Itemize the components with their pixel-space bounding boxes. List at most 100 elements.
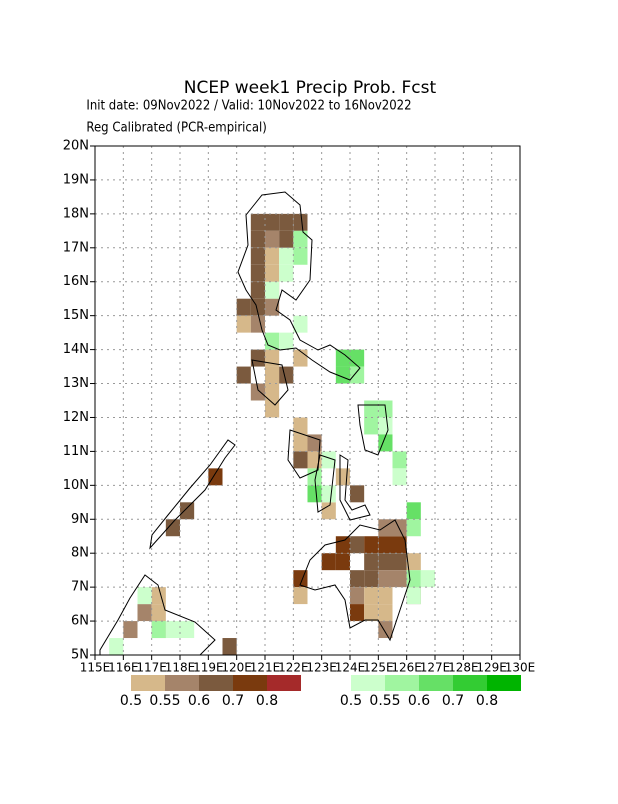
prob-cell [364,553,379,571]
prob-cell [293,247,308,265]
prob-cell [293,587,308,605]
coast-panay [287,429,321,479]
colorbar-swatch [385,675,419,691]
x-tick-label: 128E [448,661,479,675]
x-tick-label: 123E [306,661,337,675]
prob-cell [378,434,393,452]
prob-cell [180,502,195,520]
colorbar-swatch [267,675,301,691]
prob-cell [350,485,365,503]
colorbar-swatch [131,675,165,691]
prob-cell [279,332,294,350]
y-tick-label: 5N [71,648,89,663]
prob-cell [392,468,407,486]
prob-cell [350,536,365,554]
prob-cell [364,604,379,622]
prob-cell [293,213,308,231]
x-tick-label: 121E [250,661,281,675]
colorbar-swatch [351,675,385,691]
prob-cell [364,536,379,554]
prob-cell [123,621,138,639]
colorbar-swatch [453,675,487,691]
prob-cell [250,349,265,367]
y-tick-label: 17N [63,240,89,255]
prob-cell [265,247,280,265]
colorbar-label: 0.8 [256,693,278,709]
prob-cell [335,468,350,486]
colorbar-swatch [199,675,233,691]
prob-cell [250,383,265,401]
y-tick-label: 11N [63,444,89,459]
prob-cell [137,587,152,605]
coast-luzon [237,191,361,381]
grid-layer [94,145,521,656]
prob-cell [265,264,280,282]
coast-cebu-bohol [339,454,371,521]
x-tick-label: 118E [165,661,196,675]
prob-cell [350,349,365,367]
colorbar: 0.5 0.55 0.6 0.7 0.8 0.5 0.55 0.6 0.7 0.8 [120,675,521,709]
colorbar-swatch [233,675,267,691]
x-tick-label: 122E [278,661,309,675]
coast-palawan [149,439,236,550]
prob-cell [378,553,393,571]
x-tick-label: 119E [193,661,224,675]
prob-cell [378,536,393,554]
x-tick-label: 116E [108,661,139,675]
x-tick-label: 126E [391,661,422,675]
x-tick-label: 129E [476,661,507,675]
colorbar-label: 0.8 [476,693,498,709]
prob-cell [335,366,350,384]
prob-cell [350,604,365,622]
prob-cell [265,281,280,299]
prob-cell [109,638,124,655]
axes: 115E116E117E118E119E120E121E122E123E124E… [63,139,536,675]
prob-cell [265,298,280,316]
y-tick-label: 14N [63,342,89,357]
prob-cell [364,587,379,605]
prob-cell [165,519,180,537]
prob-cell [151,621,166,639]
colorbar-swatch [487,675,521,691]
prob-cell [392,570,407,588]
x-tick-label: 120E [221,661,252,675]
prob-cell [406,587,421,605]
colorbar-label: 0.55 [149,693,180,709]
prob-cell [378,519,393,537]
prob-cell [279,264,294,282]
colorbar-label: 0.5 [340,693,362,709]
y-tick-label: 12N [63,410,89,425]
prob-cell [378,417,393,435]
prob-cell [293,230,308,248]
prob-cell [335,553,350,571]
coast-mindoro [251,359,289,406]
prob-cell [250,315,265,333]
prob-cell [307,485,322,503]
x-tick-label: 127E [420,661,451,675]
y-tick-label: 6N [71,614,89,629]
plot-frame [94,145,521,656]
prob-cell [222,638,237,655]
y-tick-label: 9N [71,512,89,527]
prob-cell [265,366,280,384]
y-tick-label: 10N [63,478,89,493]
prob-cell [151,587,166,605]
prob-cell [406,519,421,537]
x-tick-label: 125E [363,661,394,675]
prob-cell [265,230,280,248]
prob-cell [293,434,308,452]
prob-cell [335,536,350,554]
prob-cell [378,621,393,639]
y-tick-label: 19N [63,172,89,187]
y-tick-label: 8N [71,546,89,561]
colorbar-label: 0.7 [222,693,244,709]
prob-cell [378,587,393,605]
prob-cell [250,247,265,265]
prob-cell [378,570,393,588]
coastlines [99,191,411,656]
prob-cell [279,247,294,265]
colorbar-label: 0.55 [369,693,400,709]
prob-cell [321,485,336,503]
prob-cell [392,519,407,537]
